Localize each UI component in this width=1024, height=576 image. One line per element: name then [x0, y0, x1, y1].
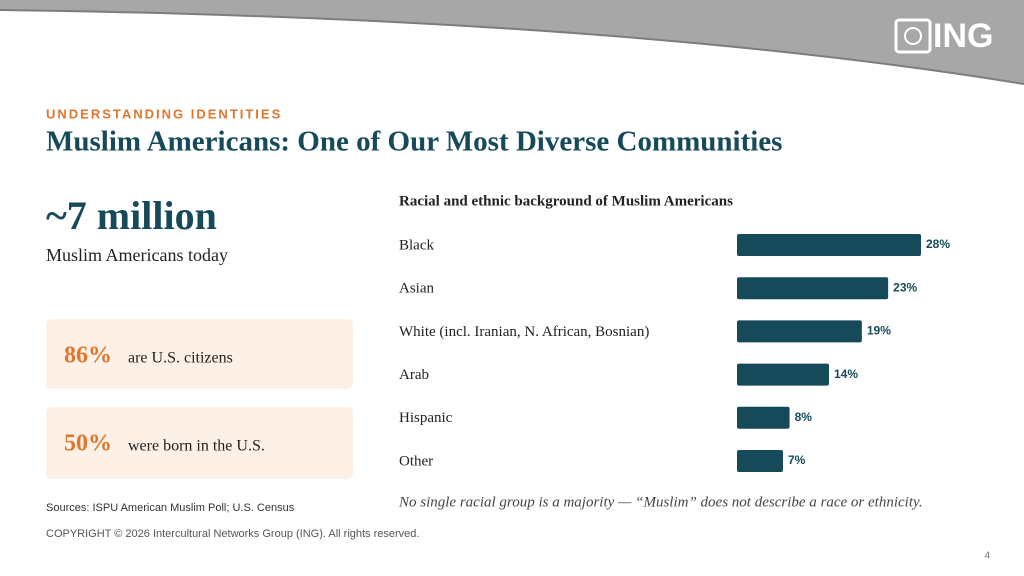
bar — [737, 406, 790, 429]
copyright: COPYRIGHT © 2026 Intercultural Networks … — [46, 528, 419, 540]
value-label: 8% — [795, 410, 813, 424]
value-label: 23% — [893, 280, 917, 294]
sources: Sources: ISPU American Muslim Poll; U.S.… — [46, 502, 295, 514]
top-band-edge — [0, 9, 1024, 85]
chart-title: Racial and ethnic background of Muslim A… — [399, 193, 733, 209]
category-label: Black — [399, 237, 434, 253]
logo-text: ING — [933, 17, 993, 55]
value-label: 28% — [926, 237, 950, 251]
value-label: 19% — [867, 324, 891, 338]
category-label: Arab — [399, 367, 429, 383]
page-number: 4 — [984, 551, 990, 562]
stat-card — [46, 407, 353, 479]
logo-icon — [894, 18, 932, 54]
bar — [737, 277, 889, 300]
category-label: Other — [399, 453, 433, 469]
category-label: Asian — [399, 281, 434, 297]
bar — [737, 450, 783, 472]
stat-value: ~7 million — [46, 193, 217, 238]
category-label: Hispanic — [399, 410, 453, 426]
bar — [737, 234, 921, 256]
value-label: 14% — [834, 367, 858, 381]
card-value: 86% — [64, 343, 112, 369]
bar-chart: Black 28% Asian 23% White (incl. Iranian, N.… — [399, 234, 950, 472]
slide-title: Muslim Americans: One of Our Most Divers… — [46, 126, 782, 158]
bar — [737, 320, 862, 343]
stat-card — [46, 319, 353, 389]
value-label: 7% — [788, 453, 806, 467]
top-band — [0, 0, 1024, 84]
chart-note: No single racial group is a majority — “… — [398, 494, 923, 510]
card-value: 50% — [64, 431, 112, 457]
logo: ING — [894, 17, 993, 55]
category-label: White (incl. Iranian, N. African, Bosnia… — [399, 324, 649, 340]
kicker: UNDERSTANDING IDENTITIES — [46, 106, 282, 121]
bar — [737, 363, 829, 386]
stat-caption: Muslim Americans today — [46, 245, 228, 265]
card-text: are U.S. citizens — [128, 350, 233, 367]
logo-icon-ornament — [904, 27, 922, 45]
card-text: were born in the U.S. — [128, 438, 265, 455]
